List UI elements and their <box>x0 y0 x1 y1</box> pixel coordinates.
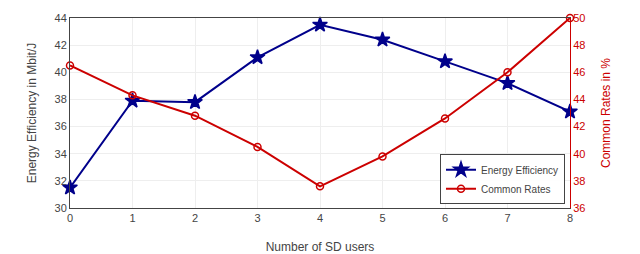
svg-text:42: 42 <box>55 39 67 51</box>
svg-text:46: 46 <box>573 66 585 78</box>
svg-text:48: 48 <box>573 39 585 51</box>
svg-text:34: 34 <box>55 148 67 160</box>
svg-text:Energy Efficiency in Mbit/J: Energy Efficiency in Mbit/J <box>25 43 39 184</box>
svg-text:6: 6 <box>442 212 448 224</box>
svg-text:7: 7 <box>504 212 510 224</box>
svg-text:40: 40 <box>55 66 67 78</box>
svg-text:40: 40 <box>573 148 585 160</box>
svg-text:42: 42 <box>573 120 585 132</box>
svg-text:44: 44 <box>55 12 67 24</box>
svg-text:38: 38 <box>55 93 67 105</box>
svg-text:50: 50 <box>573 12 585 24</box>
svg-text:32: 32 <box>55 175 67 187</box>
svg-text:4: 4 <box>317 212 323 224</box>
svg-text:36: 36 <box>55 120 67 132</box>
svg-text:0: 0 <box>67 212 73 224</box>
svg-text:2: 2 <box>192 212 198 224</box>
svg-text:8: 8 <box>567 212 573 224</box>
svg-text:Common Rates: Common Rates <box>481 184 550 195</box>
svg-text:5: 5 <box>379 212 385 224</box>
svg-text:Energy Efficiency: Energy Efficiency <box>481 165 558 176</box>
svg-text:38: 38 <box>573 175 585 187</box>
svg-text:1: 1 <box>129 212 135 224</box>
svg-text:36: 36 <box>573 202 585 214</box>
svg-text:30: 30 <box>55 202 67 214</box>
svg-text:3: 3 <box>254 212 260 224</box>
svg-text:Common Rates in %: Common Rates in % <box>599 58 613 168</box>
svg-text:Number of SD users: Number of SD users <box>266 240 375 254</box>
svg-text:44: 44 <box>573 93 585 105</box>
